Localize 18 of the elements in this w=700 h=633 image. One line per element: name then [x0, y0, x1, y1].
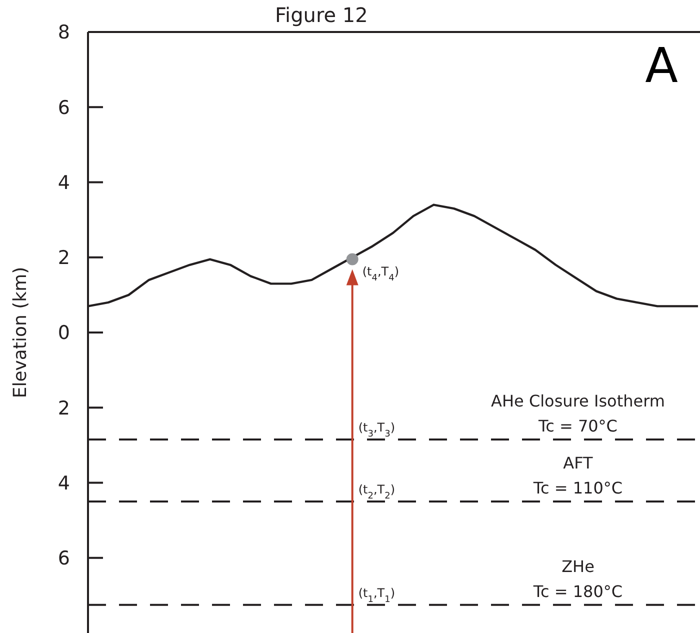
y-tick-label: 4 [58, 472, 70, 494]
y-tick-label: 6 [58, 548, 70, 570]
annotation: (t$_{3}$,T$_{3}$) [358, 420, 396, 440]
y-tick-label: 2 [58, 247, 70, 270]
annotation: (t$_{1}$,T$_{1}$) [358, 586, 396, 605]
y-axis-title: Elevation (km) [10, 266, 31, 398]
chart-title: Figure 12 [275, 3, 368, 27]
annotation: ZHe Tc = 180°C [532, 556, 623, 601]
annotation: AHe Closure Isotherm Tc = 70°C [491, 392, 665, 436]
annotation: (t$_{4}$,T$_{4}$) [362, 264, 400, 284]
annotation: (t$_{2}$,T$_{2}$) [358, 482, 396, 502]
y-tick-label: 8 [58, 22, 70, 44]
y-tick-label: 2 [58, 397, 70, 420]
y-tick-label: 0 [58, 322, 70, 344]
y-tick-label: 6 [58, 96, 70, 119]
y-tick-label: 4 [58, 172, 70, 194]
annotation: A [645, 38, 678, 94]
annotation: AFT Tc = 110°C [532, 454, 623, 498]
